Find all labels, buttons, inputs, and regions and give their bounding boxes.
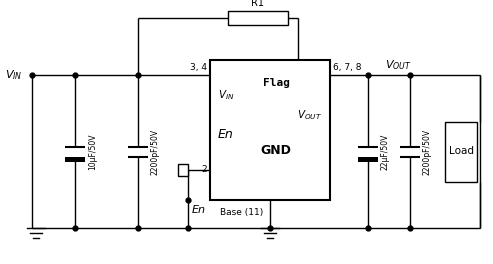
Text: 22μF/50V: 22μF/50V [381,133,390,170]
Bar [445,121,477,182]
Text: R1: R1 [251,0,265,8]
Text: $\mathit{V_{OUT}}$: $\mathit{V_{OUT}}$ [297,108,322,122]
Text: Base (11): Base (11) [220,208,263,217]
Text: Flag: Flag [262,78,289,88]
Text: 10μF/50V: 10μF/50V [88,133,97,170]
Text: 2200pF/50V: 2200pF/50V [423,129,432,175]
Bar [210,60,330,200]
Text: $\mathit{V_{OUT}}$: $\mathit{V_{OUT}}$ [385,58,412,72]
Text: Load: Load [449,147,473,157]
Text: 3, 4: 3, 4 [190,63,207,72]
Text: $\mathit{V_{IN}}$: $\mathit{V_{IN}}$ [218,88,235,102]
Text: 2: 2 [201,166,207,175]
Text: En: En [192,205,206,215]
Text: 6, 7, 8: 6, 7, 8 [333,63,361,72]
Bar [358,157,378,162]
Text: GND: GND [261,144,291,157]
Bar [178,164,188,176]
Bar [228,11,288,25]
Bar [65,157,85,162]
Text: En: En [218,129,234,142]
Text: $\mathit{V_{IN}}$: $\mathit{V_{IN}}$ [5,68,23,82]
Text: 2200pF/50V: 2200pF/50V [151,129,160,175]
